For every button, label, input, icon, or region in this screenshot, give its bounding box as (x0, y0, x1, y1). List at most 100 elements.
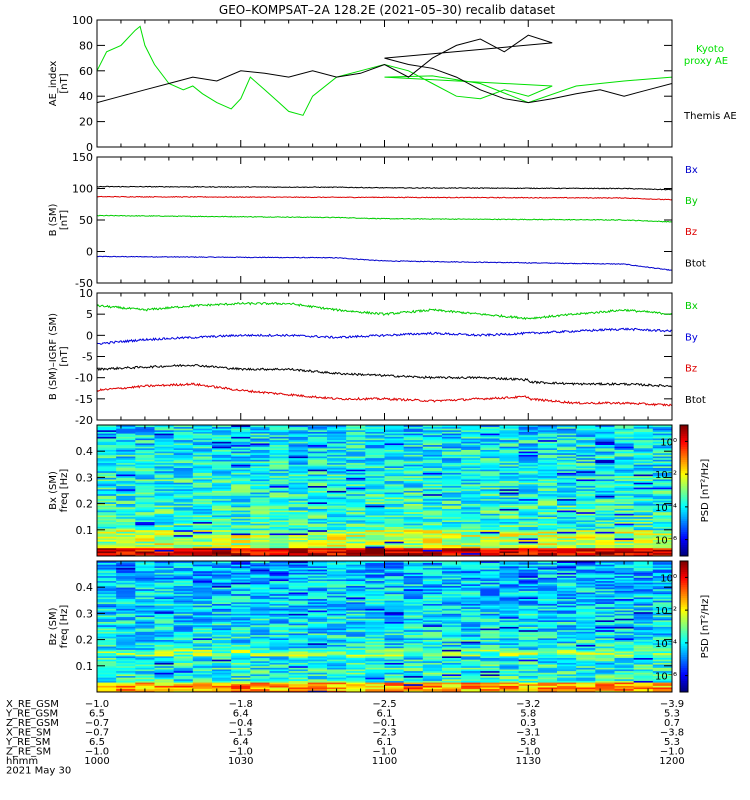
spectrogram-cell (480, 521, 500, 524)
spectrogram-cell (346, 608, 366, 611)
spectrogram-cell (154, 683, 175, 686)
spectrogram-cell (652, 446, 673, 449)
spectrogram-cell (499, 426, 520, 429)
spectrogram-cell (461, 598, 481, 601)
spectrogram-cell (595, 572, 615, 575)
spectrogram-cell (461, 593, 481, 596)
spectrogram-cell (537, 665, 558, 668)
spectrogram-cell (97, 551, 117, 554)
spectrogram-cell (346, 613, 366, 616)
spectrogram-cell (212, 659, 232, 662)
spectrogram-cell (442, 647, 462, 650)
spectrogram-cell (557, 636, 577, 639)
spectrogram-cell (192, 474, 213, 477)
spectrogram-cell (384, 574, 405, 577)
spectrogram-cell (652, 425, 673, 428)
spectrogram-cell (192, 546, 213, 549)
spectrogram-cell (307, 492, 328, 495)
spectrogram-cell (403, 616, 424, 619)
spectrogram-cell (346, 447, 366, 450)
spectrogram-cell (231, 451, 251, 454)
colorbar-segment (680, 536, 688, 540)
spectrogram-cell (116, 519, 136, 523)
spectrogram-cell (250, 629, 270, 632)
spectrogram-cell (173, 429, 194, 432)
spectrogram-cell (384, 434, 405, 437)
spectrogram-cell (576, 655, 596, 659)
spectrogram-cell (173, 483, 194, 486)
spectrogram-cell (135, 626, 155, 629)
spectrogram-cell (442, 495, 462, 498)
spectrogram-cell (116, 619, 136, 622)
spectrogram-cell (307, 649, 328, 652)
spectrogram-cell (442, 506, 462, 509)
spectrogram-cell (346, 529, 366, 532)
spectrogram-cell (595, 524, 615, 527)
spectrogram-cell (173, 528, 194, 531)
spectrogram-cell (614, 537, 635, 541)
spectrogram-cell (595, 662, 615, 665)
spectrogram-cell (595, 474, 615, 477)
spectrogram-cell (250, 534, 270, 537)
spectrogram-cell (231, 652, 251, 655)
spectrogram-cell (365, 444, 385, 447)
spectrogram-cell (116, 510, 136, 513)
spectrogram-cell (250, 434, 270, 437)
spectrogram-cell (518, 472, 539, 475)
spectrogram-cell (422, 524, 443, 527)
spectrogram-cell (461, 528, 481, 531)
spectrogram-cell (537, 534, 558, 537)
spectrogram-cell (461, 501, 481, 504)
spectrogram-cell (576, 569, 596, 572)
spectrogram-cell (250, 429, 270, 432)
spectrogram-cell (518, 654, 539, 657)
spectrogram-cell (537, 611, 558, 614)
spectrogram-cell (154, 433, 175, 436)
spectrogram-cell (537, 680, 558, 683)
colorbar-segment (680, 457, 688, 461)
spectrogram-cell (307, 601, 328, 604)
spectrogram-cell (212, 567, 232, 570)
spectrogram-cell (288, 677, 309, 680)
spectrogram-cell (288, 501, 309, 504)
spectrogram-cell (576, 447, 596, 450)
spectrogram-cell (250, 449, 270, 452)
spectrogram-cell (595, 675, 615, 678)
spectrogram-cell (192, 533, 213, 536)
spectrogram-cell (97, 611, 117, 614)
spectrogram-cell (537, 541, 558, 544)
spectrogram-cell (595, 495, 615, 498)
spectrogram-cell (595, 434, 615, 437)
spectrogram-cell (422, 570, 443, 573)
spectrogram-cell (231, 518, 251, 521)
spectrogram-cell (557, 441, 577, 444)
spectrogram-cell (346, 567, 366, 570)
spectrogram-cell (269, 434, 290, 437)
spectrogram-cell (576, 470, 596, 473)
spectrogram-cell (269, 675, 290, 678)
spectrogram-cell (192, 511, 213, 514)
spectrogram-cell (135, 444, 155, 447)
spectrogram-cell (518, 598, 539, 601)
spectrogram-cell (327, 443, 347, 446)
spectrogram-cell (288, 544, 309, 547)
spectrogram-cell (288, 595, 309, 598)
spectrogram-cell (537, 603, 558, 606)
spectrogram-cell (384, 683, 405, 686)
spectrogram-cell (576, 633, 596, 636)
spectrogram-cell (576, 503, 596, 506)
spectrogram-cell (212, 465, 232, 468)
spectrogram-cell (518, 536, 539, 539)
spectrogram-cell (384, 500, 405, 503)
spectrogram-cell (403, 529, 424, 532)
spectrogram-cell (327, 603, 347, 606)
spectrogram-cell (346, 592, 366, 595)
spectrogram-cell (595, 570, 615, 573)
spectrogram-cell (269, 444, 290, 447)
spectrogram-cell (327, 606, 347, 609)
spectrogram-cell (97, 529, 117, 532)
spectrogram-cell (327, 533, 347, 536)
spectrogram-cell (173, 461, 194, 464)
spectrogram-cell (537, 501, 558, 504)
